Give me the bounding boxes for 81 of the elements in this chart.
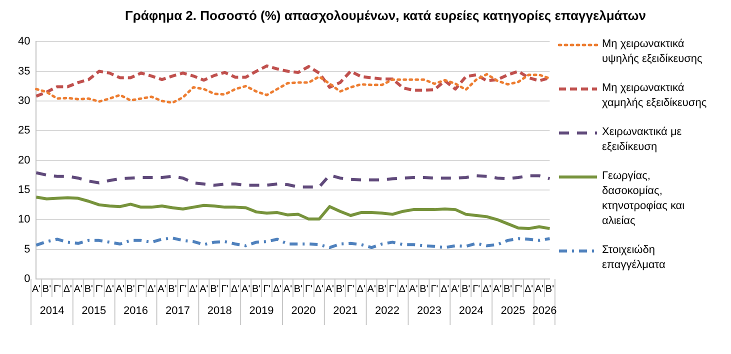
- x-tick-label: Β': [378, 284, 386, 295]
- text: 2022: [375, 305, 400, 318]
- line-series: [34, 171, 552, 189]
- x-tick-label: Γ': [472, 284, 480, 295]
- text: 2018: [207, 305, 232, 318]
- x-tick-label: Δ': [272, 284, 282, 295]
- text: 2015: [82, 305, 106, 318]
- x-tick-label: Α': [116, 284, 124, 295]
- x-tick-label: Γ': [263, 284, 271, 295]
- x-tick-label: Γ': [95, 284, 103, 295]
- text: 2017: [165, 305, 190, 318]
- x-tick-label: Δ': [105, 284, 114, 295]
- text: 2014: [40, 305, 64, 318]
- x-tick-label: Β': [503, 284, 512, 295]
- legend-label: Χειρωνακτικά με εξειδίκευση: [602, 125, 683, 155]
- text: 2021: [333, 305, 358, 318]
- x-tick-label: Γ': [304, 284, 312, 295]
- y-tick-label: 35: [18, 65, 30, 78]
- x-tick-label: Γ': [514, 284, 522, 295]
- text: 2020: [291, 305, 316, 318]
- x-tick-label: Δ': [356, 284, 366, 295]
- text: 2019: [249, 305, 274, 318]
- x-tick-label: Α': [367, 284, 376, 295]
- x-tick-label: Α': [451, 284, 460, 295]
- y-tick-label: 10: [18, 214, 30, 226]
- y-tick-label: 30: [18, 94, 30, 107]
- x-tick-label: Α': [32, 284, 41, 295]
- x-tick-label: Δ': [482, 284, 492, 295]
- y-tick-label: 40: [18, 36, 30, 48]
- y-tick-label: 25: [18, 124, 30, 137]
- legend-label: Μη χειρωνακτικά υψηλής εξειδίκευσης: [602, 37, 704, 67]
- x-tick-label: Α': [158, 284, 166, 295]
- x-tick-label: Α': [242, 284, 250, 295]
- x-tick-label: Δ': [440, 284, 450, 295]
- x-tick-label: Β': [545, 284, 554, 295]
- x-tick-label: Γ': [53, 284, 61, 295]
- x-tick-label: Δ': [147, 284, 156, 295]
- x-tick-label: Γ': [388, 284, 396, 295]
- text: 2024: [458, 305, 484, 318]
- x-tick-label: Γ': [346, 284, 354, 295]
- x-tick-label: Β': [168, 284, 177, 295]
- text: 2025: [500, 305, 526, 318]
- x-tick-label: Β': [294, 284, 303, 295]
- legend-label: Στοιχειώδη επαγγέλματα: [602, 243, 666, 273]
- y-tick-label: 5: [24, 243, 30, 256]
- x-tick-label: Γ': [179, 284, 187, 295]
- x-tick-label: Α': [534, 284, 544, 295]
- x-tick-label: Β': [42, 284, 52, 295]
- x-tick-label: Δ': [314, 284, 324, 295]
- x-tick-label: Β': [84, 284, 94, 295]
- x-tick-label: Δ': [189, 284, 198, 295]
- x-tick-label: Α': [283, 284, 292, 295]
- text: 2016: [124, 305, 148, 318]
- x-tick-label: Β': [210, 284, 219, 295]
- x-tick-label: Γ': [221, 284, 229, 295]
- x-tick-label: Α': [493, 284, 502, 295]
- legend-label: Μη χειρωνακτικά χαμηλής εξειδίκευσης: [602, 81, 708, 111]
- x-tick-label: Δ': [231, 284, 240, 295]
- text: 2026: [532, 305, 557, 318]
- x-tick-label: Α': [409, 284, 418, 295]
- y-tick-label: 20: [18, 154, 30, 166]
- line-series: [34, 72, 551, 104]
- x-tick-label: Β': [126, 284, 135, 295]
- chart-title: Γράφημα 2. Ποσοστό (%) απασχολουμένων, κατά ευρείες κατηγορίες επαγγελμάτων: [124, 8, 647, 23]
- y-tick-label: 15: [18, 184, 30, 196]
- x-tick-label: Δ': [524, 284, 534, 295]
- x-tick-label: Α': [325, 284, 334, 295]
- x-tick-label: Γ': [430, 284, 438, 295]
- x-tick-label: Γ': [137, 284, 145, 295]
- text: 2023: [416, 305, 442, 318]
- x-tick-label: Α': [200, 284, 208, 295]
- x-tick-label: Α': [74, 284, 83, 295]
- x-tick-label: Δ': [398, 284, 408, 295]
- x-tick-label: Β': [336, 284, 344, 295]
- y-tick-label: 0: [24, 273, 30, 286]
- x-tick-label: Β': [420, 284, 428, 295]
- x-tick-label: Δ': [63, 284, 72, 295]
- line-series: [34, 236, 552, 250]
- legend-label: Γεωργίας, δασοκομίας, κτηνοτροφίας και αλιείας: [602, 169, 686, 229]
- x-tick-label: Β': [252, 284, 261, 295]
- x-tick-label: Β': [462, 284, 470, 295]
